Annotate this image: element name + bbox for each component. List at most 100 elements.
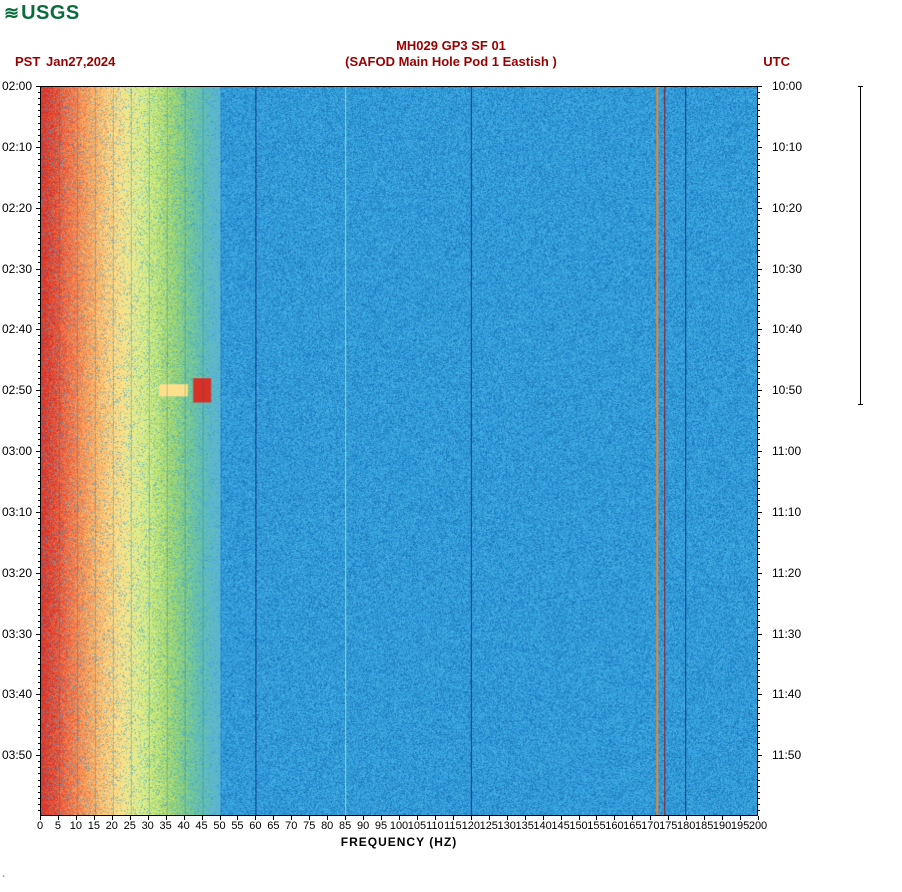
- y-left-tick-label: 03:10: [2, 505, 37, 519]
- y-right-minor-tick: [758, 183, 760, 184]
- y-left-minor-tick: [38, 305, 40, 306]
- y-left-minor-tick: [38, 536, 40, 537]
- x-tick-label: 55: [231, 820, 243, 832]
- y-left-tick-mark: [36, 329, 40, 330]
- y-left-minor-tick: [38, 780, 40, 781]
- y-left-minor-tick: [38, 518, 40, 519]
- y-right-tick-label: 10:30: [772, 262, 802, 276]
- y-right-minor-tick: [758, 597, 760, 598]
- x-tick-label: 130: [498, 820, 516, 832]
- y-right-minor-tick: [758, 408, 760, 409]
- x-tick-mark: [722, 816, 723, 820]
- y-right-minor-tick: [758, 256, 760, 257]
- spectrogram-plot: [40, 86, 758, 816]
- x-tick-label: 95: [375, 820, 387, 832]
- x-tick-mark: [112, 816, 113, 820]
- x-tick-label: 20: [106, 820, 118, 832]
- y-right-tick-label: 11:00: [772, 444, 801, 458]
- y-left-tick-mark: [36, 147, 40, 148]
- x-tick-label: 200: [749, 820, 767, 832]
- y-left-minor-tick: [38, 457, 40, 458]
- y-left-minor-tick: [38, 530, 40, 531]
- y-left-minor-tick: [38, 627, 40, 628]
- y-left-minor-tick: [38, 250, 40, 251]
- y-right-minor-tick: [758, 439, 760, 440]
- y-left-tick-mark: [36, 634, 40, 635]
- y-left-minor-tick: [38, 719, 40, 720]
- x-tick-label: 40: [177, 820, 189, 832]
- y-right-minor-tick: [758, 737, 760, 738]
- x-tick-label: 115: [444, 820, 462, 832]
- x-tick-mark: [525, 816, 526, 820]
- x-tick-label: 90: [357, 820, 369, 832]
- y-left-tick-label: 03:00: [2, 444, 37, 458]
- y-left-minor-tick: [38, 567, 40, 568]
- x-tick-label: 190: [713, 820, 731, 832]
- y-left-tick-mark: [36, 86, 40, 87]
- y-right-minor-tick: [758, 773, 760, 774]
- y-left-minor-tick: [38, 196, 40, 197]
- y-left-minor-tick: [38, 238, 40, 239]
- y-right-minor-tick: [758, 402, 760, 403]
- y-right-minor-tick: [758, 670, 760, 671]
- y-right-minor-tick: [758, 609, 760, 610]
- y-left-minor-tick: [38, 165, 40, 166]
- y-right-minor-tick: [758, 591, 760, 592]
- y-left-minor-tick: [38, 116, 40, 117]
- y-left-minor-tick: [38, 408, 40, 409]
- y-right-minor-tick: [758, 372, 760, 373]
- y-right-minor-tick: [758, 804, 760, 805]
- x-tick-label: 70: [285, 820, 297, 832]
- x-tick-label: 180: [677, 820, 695, 832]
- y-left-minor-tick: [38, 676, 40, 677]
- y-left-minor-tick: [38, 688, 40, 689]
- y-right-minor-tick: [758, 658, 760, 659]
- y-right-minor-tick: [758, 646, 760, 647]
- y-right-minor-tick: [758, 627, 760, 628]
- x-tick-mark: [148, 816, 149, 820]
- x-tick-mark: [291, 816, 292, 820]
- y-right-tick-mark: [758, 208, 762, 209]
- y-right-minor-tick: [758, 275, 760, 276]
- y-right-minor-tick: [758, 652, 760, 653]
- x-tick-label: 155: [587, 820, 605, 832]
- y-left-minor-tick: [38, 725, 40, 726]
- y-right-minor-tick: [758, 342, 760, 343]
- x-tick-mark: [596, 816, 597, 820]
- y-right-tick-mark: [758, 694, 762, 695]
- x-tick-mark: [579, 816, 580, 820]
- y-left-minor-tick: [38, 542, 40, 543]
- y-left-minor-tick: [38, 402, 40, 403]
- y-left-minor-tick: [38, 214, 40, 215]
- y-right-minor-tick: [758, 719, 760, 720]
- x-tick-mark: [471, 816, 472, 820]
- y-right-minor-tick: [758, 481, 760, 482]
- x-tick-label: 75: [303, 820, 315, 832]
- x-tick-mark: [632, 816, 633, 820]
- scale-bar: [860, 86, 861, 404]
- y-right-tick-mark: [758, 512, 762, 513]
- y-right-tick-mark: [758, 634, 762, 635]
- x-tick-mark: [273, 816, 274, 820]
- y-right-tick-label: 11:30: [772, 627, 801, 641]
- y-left-minor-tick: [38, 342, 40, 343]
- timezone-left-label: PST: [15, 54, 40, 69]
- date-label: Jan27,2024: [46, 54, 115, 69]
- y-right-minor-tick: [758, 281, 760, 282]
- y-right-tick-label: 11:10: [772, 505, 801, 519]
- y-right-minor-tick: [758, 104, 760, 105]
- y-right-minor-tick: [758, 415, 760, 416]
- x-tick-mark: [309, 816, 310, 820]
- y-right-minor-tick: [758, 153, 760, 154]
- y-right-minor-tick: [758, 159, 760, 160]
- y-left-minor-tick: [38, 287, 40, 288]
- y-left-minor-tick: [38, 433, 40, 434]
- x-tick-label: 150: [569, 820, 587, 832]
- y-left-tick-label: 02:20: [2, 201, 37, 215]
- y-left-minor-tick: [38, 713, 40, 714]
- x-tick-label: 120: [462, 820, 480, 832]
- y-left-minor-tick: [38, 384, 40, 385]
- y-right-minor-tick: [758, 433, 760, 434]
- y-right-tick-mark: [758, 451, 762, 452]
- x-tick-mark: [686, 816, 687, 820]
